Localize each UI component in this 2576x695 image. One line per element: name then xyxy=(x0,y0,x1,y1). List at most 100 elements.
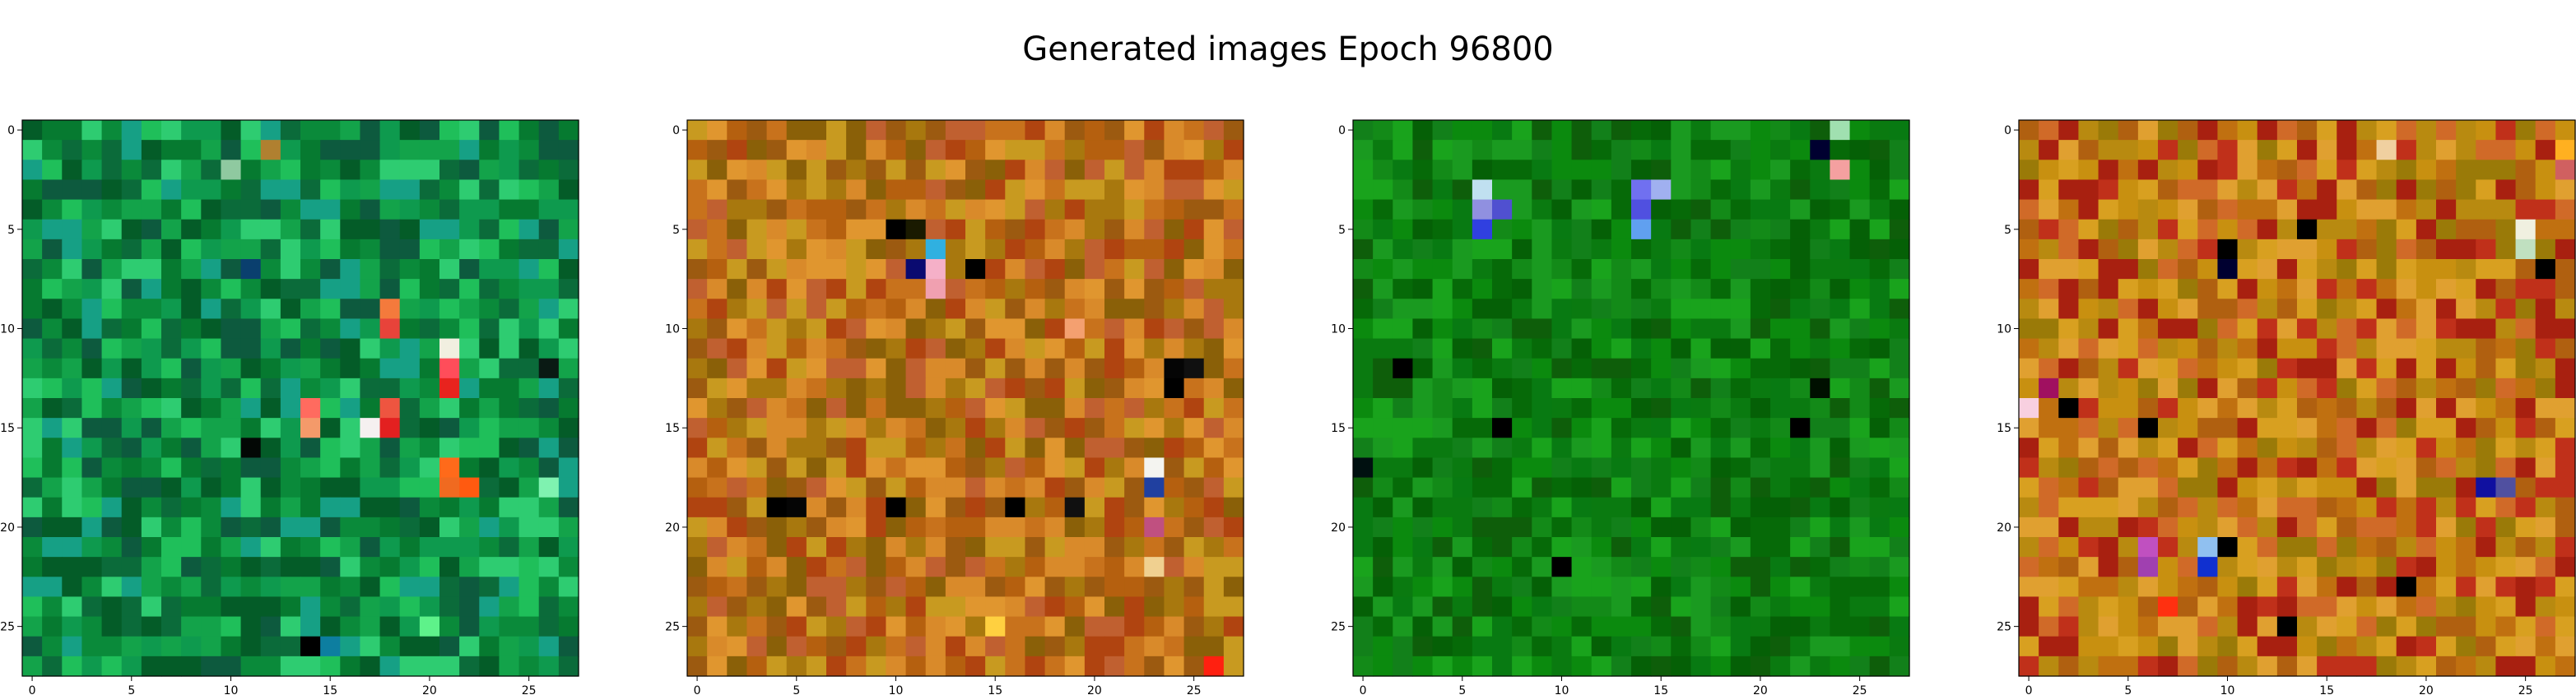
pixel-cell xyxy=(2137,219,2159,240)
pixel-cell xyxy=(2178,457,2198,479)
pixel-cell xyxy=(499,457,520,479)
pixel-cell xyxy=(181,656,202,677)
pixel-cell xyxy=(300,120,321,141)
pixel-cell xyxy=(2197,457,2219,479)
y-tick-label: 20 xyxy=(665,521,680,535)
pixel-cell xyxy=(2197,537,2219,558)
pixel-cell xyxy=(1770,596,1791,618)
x-tick-label: 10 xyxy=(2220,684,2235,695)
pixel-cell xyxy=(121,358,142,379)
pixel-cell xyxy=(1064,497,1086,518)
pixel-cell xyxy=(340,438,361,459)
pixel-cell xyxy=(300,398,321,419)
pixel-cell xyxy=(1532,557,1553,577)
pixel-cell xyxy=(280,199,301,220)
pixel-cell xyxy=(1889,497,1910,518)
pixel-cell xyxy=(499,596,520,618)
pixel-cell xyxy=(1412,378,1434,399)
pixel-cell xyxy=(439,656,460,677)
pixel-cell xyxy=(2476,656,2497,677)
pixel-cell xyxy=(42,438,63,459)
pixel-cell xyxy=(2476,537,2497,558)
pixel-cell xyxy=(1651,299,1672,320)
pixel-cell xyxy=(1472,140,1493,160)
pixel-cell xyxy=(925,596,946,618)
pixel-cell xyxy=(2297,120,2318,141)
pixel-cell xyxy=(141,636,162,657)
pixel-cell xyxy=(1690,299,1712,320)
pixel-cell xyxy=(340,219,361,240)
pixel-cell xyxy=(101,318,123,340)
pixel-cell xyxy=(1591,517,1612,538)
pixel-cell xyxy=(42,179,63,201)
pixel-cell xyxy=(2376,577,2397,598)
pixel-cell xyxy=(746,438,768,459)
pixel-cell xyxy=(161,199,182,220)
pixel-cell xyxy=(181,418,202,438)
pixel-cell xyxy=(181,378,202,399)
pixel-cell xyxy=(1810,378,1831,399)
pixel-cell xyxy=(1144,179,1165,201)
pixel-cell xyxy=(81,616,103,637)
pixel-cell xyxy=(965,557,986,577)
pixel-cell xyxy=(826,398,847,419)
pixel-cell xyxy=(1671,219,1692,240)
pixel-cell xyxy=(2476,378,2497,399)
pixel-cell xyxy=(2137,199,2159,220)
pixel-cell xyxy=(221,497,242,518)
pixel-cell xyxy=(2456,497,2476,518)
pixel-cell xyxy=(419,160,440,181)
pixel-cell xyxy=(479,199,500,220)
pixel-cell xyxy=(439,299,460,320)
pixel-cell xyxy=(221,577,242,598)
pixel-cell xyxy=(2456,378,2476,399)
pixel-cell xyxy=(2515,517,2536,538)
pixel-cell xyxy=(2495,179,2517,201)
pixel-cell xyxy=(1810,636,1831,657)
pixel-cell xyxy=(2118,398,2139,419)
pixel-cell xyxy=(181,358,202,379)
pixel-cell xyxy=(419,279,440,299)
pixel-cell xyxy=(201,418,222,438)
pixel-cell xyxy=(2416,517,2437,538)
pixel-cell xyxy=(1104,160,1125,181)
pixel-cell xyxy=(22,457,43,479)
pixel-cell xyxy=(1005,616,1026,637)
pixel-cell xyxy=(1869,299,1890,320)
pixel-cell xyxy=(846,338,867,359)
pixel-cell xyxy=(1611,656,1632,677)
pixel-cell xyxy=(1223,557,1244,577)
pixel-cell xyxy=(1810,596,1831,618)
pixel-cell xyxy=(1849,438,1871,459)
pixel-cell xyxy=(1025,577,1046,598)
pixel-cell xyxy=(1869,378,1890,399)
pixel-cell xyxy=(81,537,103,558)
pixel-cell xyxy=(240,219,262,240)
pixel-cell xyxy=(1631,438,1652,459)
pixel-cell xyxy=(2396,457,2417,479)
pixel-cell xyxy=(1104,517,1125,538)
pixel-cell xyxy=(379,378,401,399)
pixel-cell xyxy=(141,219,162,240)
pixel-cell xyxy=(886,636,907,657)
pixel-cell xyxy=(2555,318,2576,340)
pixel-cell xyxy=(1849,279,1871,299)
pixel-cell xyxy=(1452,616,1473,637)
pixel-cell xyxy=(2356,537,2378,558)
pixel-cell xyxy=(1750,616,1771,637)
pixel-cell xyxy=(2197,577,2219,598)
pixel-cell xyxy=(1353,259,1374,280)
pixel-cell xyxy=(2137,636,2159,657)
pixel-cell xyxy=(1044,418,1066,438)
pixel-cell xyxy=(866,160,887,181)
pixel-cell xyxy=(766,636,788,657)
pixel-cell xyxy=(2019,616,2039,637)
pixel-cell xyxy=(1710,457,1732,479)
pixel-cell xyxy=(1710,656,1732,677)
pixel-cell xyxy=(2356,557,2378,577)
pixel-cell xyxy=(1064,596,1086,618)
pixel-cell xyxy=(1452,299,1473,320)
pixel-cell xyxy=(161,179,182,201)
pixel-cell xyxy=(1084,299,1105,320)
pixel-cell xyxy=(985,318,1006,340)
